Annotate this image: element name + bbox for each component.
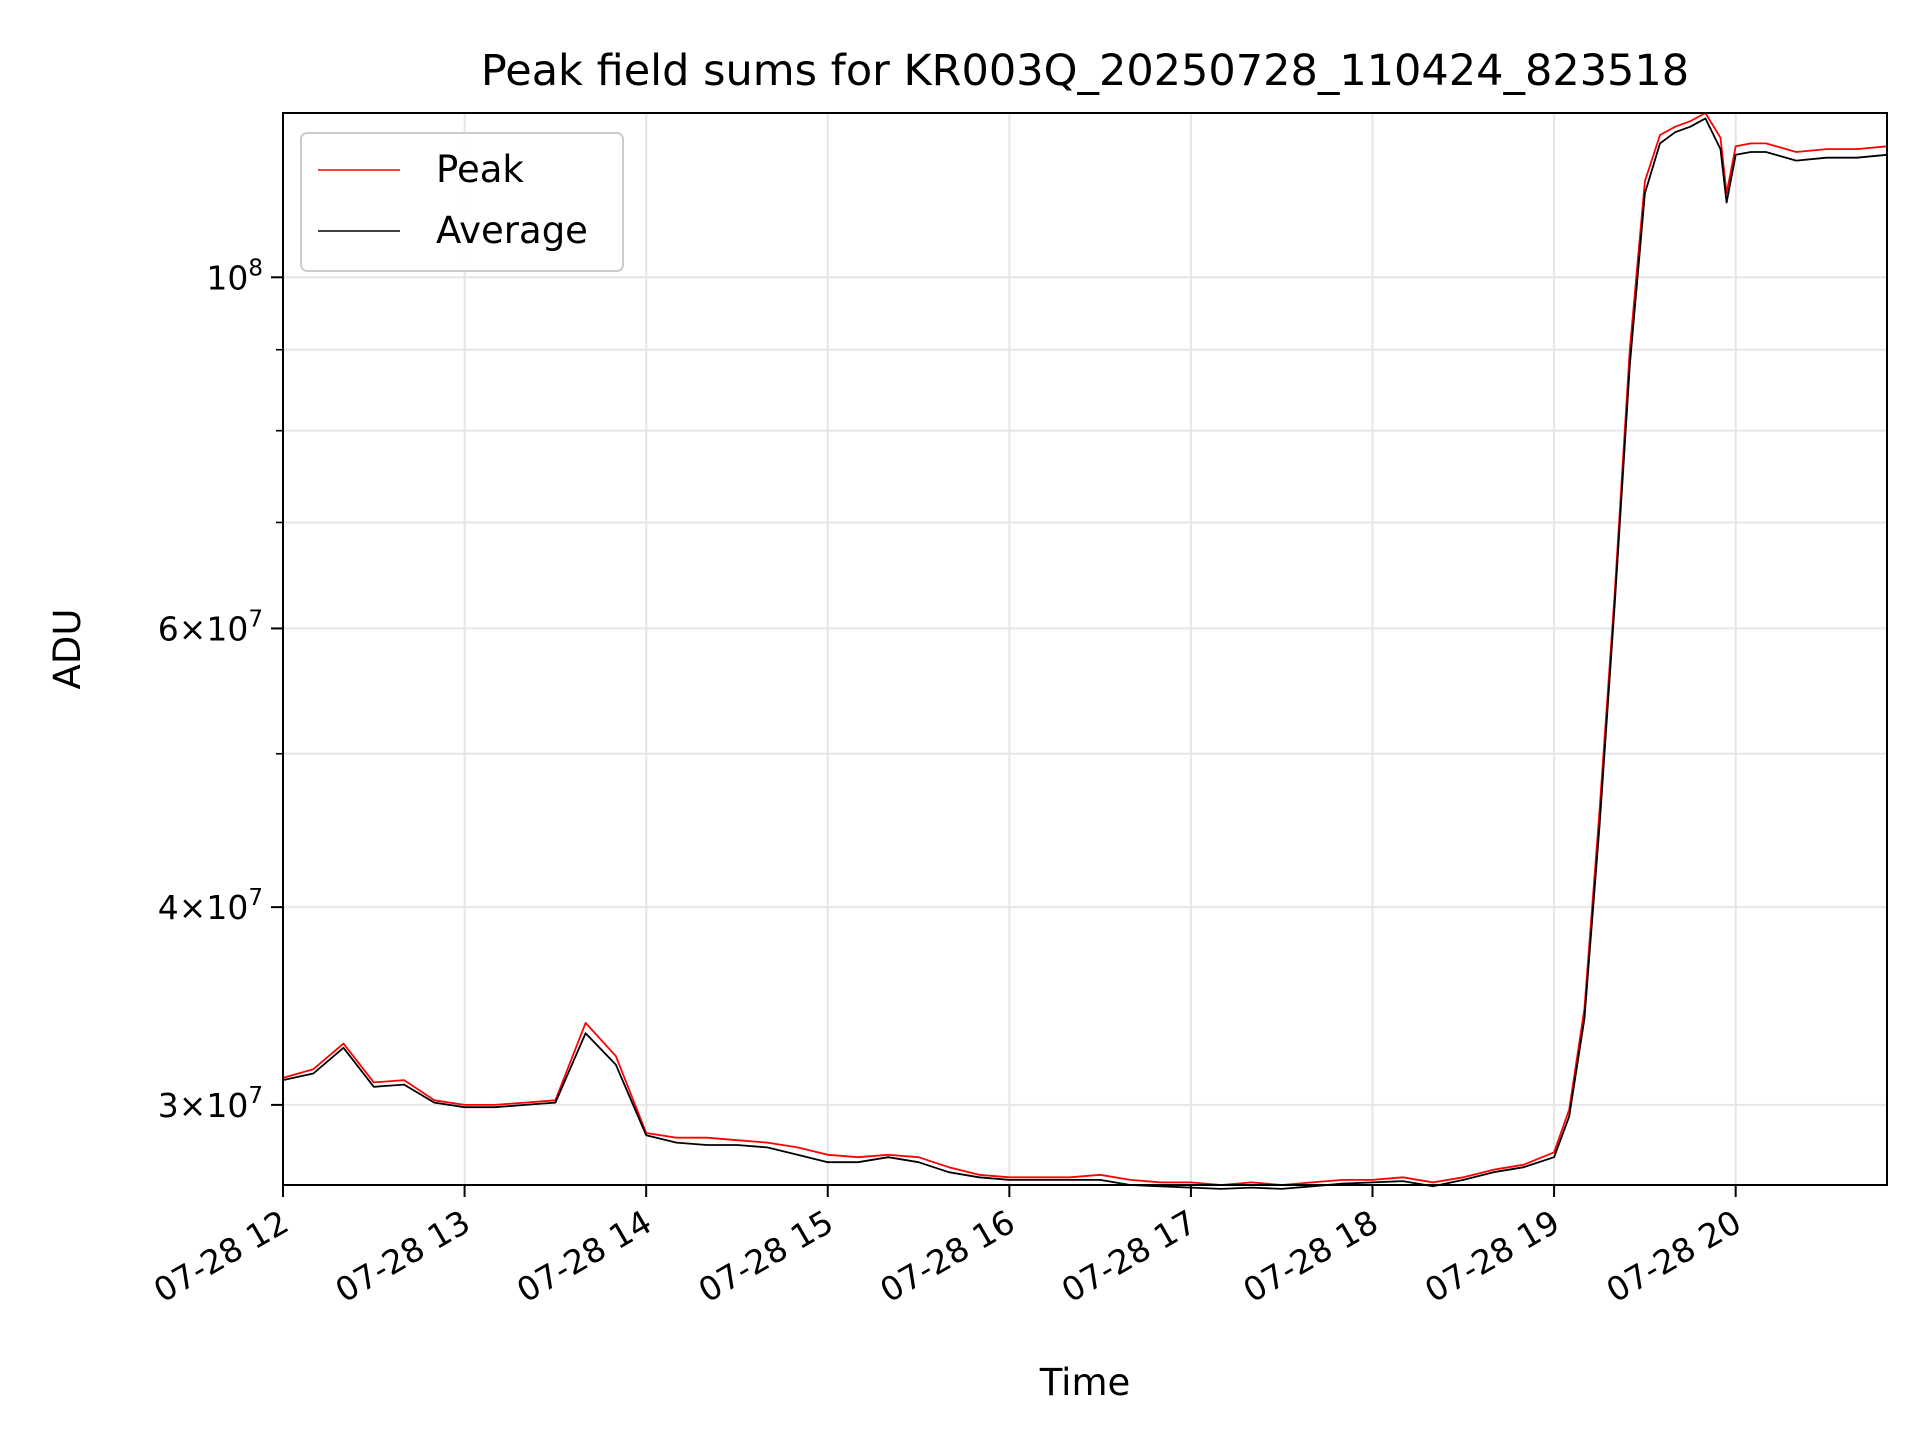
grid (282, 113, 1887, 1185)
y-axis-ticks: 3×107 4×107 6×107 108 (158, 255, 283, 1125)
y-tick-label: 3×107 (158, 1083, 263, 1125)
legend-box (300, 132, 624, 272)
plot-frame (282, 112, 1888, 1186)
series-line-average (282, 117, 1888, 1190)
y-tick-label: 4×107 (158, 885, 263, 927)
series-lines (282, 112, 1888, 1190)
y-axis-label: ADU (46, 609, 89, 690)
x-axis-label: Time (1039, 1361, 1131, 1404)
series-line-peak (282, 112, 1888, 1186)
legend-label-average: Average (436, 209, 588, 252)
legend-label-peak: Peak (436, 148, 524, 191)
chart-title: Peak field sums for KR003Q_20250728_1104… (481, 46, 1689, 96)
y-tick-label: 6×107 (158, 606, 263, 648)
legend: Peak Average (300, 132, 624, 272)
y-tick-label: 108 (206, 255, 263, 297)
